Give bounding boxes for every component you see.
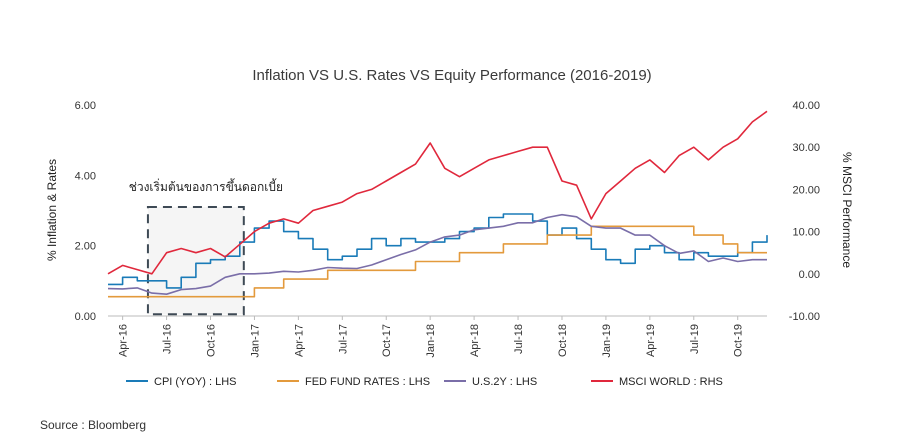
series-line-fed-fund-rates: [108, 225, 767, 298]
x-tick-label: Oct-18: [557, 324, 569, 357]
y-right-tick-label: 40.00: [792, 100, 820, 112]
x-tick-label: Apr-16: [118, 324, 130, 357]
y-left-tick-label: 6.00: [75, 100, 96, 112]
x-tick-label: Apr-17: [293, 324, 305, 357]
x-tick-label: Jul-17: [337, 324, 349, 354]
x-tick-label: Jan-17: [249, 324, 261, 358]
series-line-u-s-2y: [107, 213, 767, 295]
y-left-tick-label: 0.00: [75, 311, 96, 323]
annotation-label: ช่วงเริ่มต้นของการขึ้นดอกเบี้ย: [129, 178, 283, 194]
legend-label: U.S.2Y : LHS: [472, 376, 537, 388]
x-tick-label: Oct-16: [206, 324, 218, 357]
legend-label: CPI (YOY) : LHS: [154, 376, 237, 388]
x-tick-label: Jul-19: [689, 324, 701, 354]
series-line-cpi-yoy: [108, 213, 768, 289]
x-tick-label: Jul-18: [513, 324, 525, 354]
x-tick-label: Jan-18: [425, 324, 437, 358]
legend-label: MSCI WORLD : RHS: [619, 376, 723, 388]
x-tick-label: Oct-19: [733, 324, 745, 357]
x-tick-label: Apr-19: [645, 324, 657, 357]
x-tick-label: Jul-16: [162, 324, 174, 354]
y-right-tick-label: 0.00: [799, 269, 820, 281]
y-right-axis-label: % MSCI Performance: [840, 152, 854, 268]
x-tick-label: Apr-18: [469, 324, 481, 357]
y-left-tick-label: 4.00: [75, 170, 96, 182]
y-right-tick-label: -10.00: [789, 311, 820, 323]
legend-label: FED FUND RATES : LHS: [305, 376, 430, 388]
y-left-tick-label: 2.00: [75, 241, 96, 253]
annotation-box: [146, 205, 245, 316]
series-line-msci-world: [107, 110, 768, 275]
y-right-tick-label: 10.00: [792, 227, 820, 239]
chart-title: Inflation VS U.S. Rates VS Equity Perfor…: [252, 67, 651, 84]
y-right-tick-label: 30.00: [792, 142, 820, 154]
y-right-tick-label: 20.00: [792, 184, 820, 196]
source-note: Source : Bloomberg: [40, 418, 147, 432]
y-left-axis-label: % Inflation & Rates: [45, 159, 59, 261]
x-tick-label: Oct-17: [381, 324, 393, 357]
x-tick-label: Jan-19: [601, 324, 613, 358]
